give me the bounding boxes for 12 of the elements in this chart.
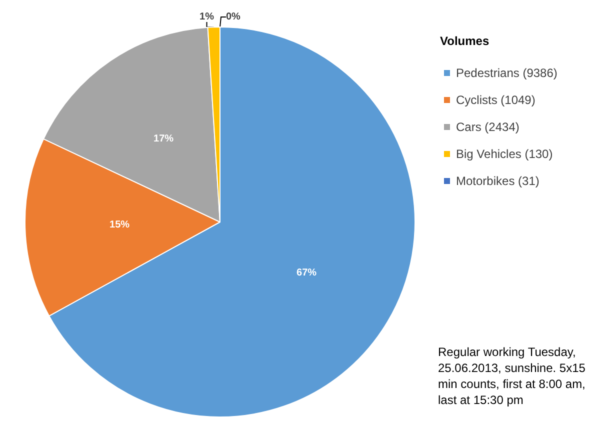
data-label: 17% xyxy=(154,133,174,144)
legend-label: Cars (2434) xyxy=(456,120,520,134)
legend-label: Cyclists (1049) xyxy=(456,93,536,107)
legend-title: Volumes xyxy=(440,34,490,48)
legend-label: Motorbikes (31) xyxy=(456,174,540,188)
legend-label: Big Vehicles (130) xyxy=(456,147,553,161)
data-label: 15% xyxy=(110,220,130,231)
data-label: 1% xyxy=(200,12,214,22)
text: 0% xyxy=(226,12,240,22)
legend-label: Pedestrians (9386) xyxy=(456,66,558,80)
text: Regular working Tuesday, 25.06.2013, sunshine. 5x15 min counts, first at 8:00 am, last at 15:30 pm xyxy=(438,344,586,408)
data-label: 67% xyxy=(296,268,317,279)
